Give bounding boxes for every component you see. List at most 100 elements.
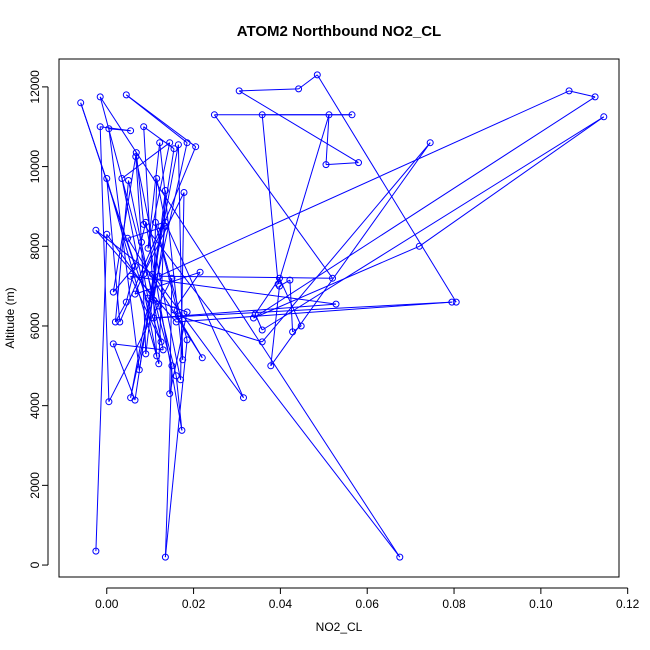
x-tick-label: 0.10	[529, 597, 553, 611]
data-point	[210, 111, 218, 119]
y-tick-label: 12000	[28, 70, 42, 104]
data-point	[452, 298, 460, 306]
series-line-segment	[135, 156, 182, 380]
data-point	[127, 272, 135, 280]
y-tick-label: 10000	[28, 150, 42, 184]
data-point	[235, 87, 243, 95]
data-point	[144, 244, 152, 252]
data-point	[251, 310, 259, 318]
data-point	[355, 159, 362, 167]
data-point	[131, 290, 139, 298]
series-line-segment	[112, 265, 136, 293]
data-point	[118, 175, 126, 182]
series-line-segment	[175, 375, 183, 431]
series-line-segment	[164, 339, 188, 558]
data-point	[168, 362, 176, 370]
data-point	[170, 145, 178, 153]
series-line-segment	[130, 275, 162, 343]
data-point	[161, 187, 169, 194]
x-axis-label: NO2_CL	[316, 620, 363, 634]
x-tick-label: 0.08	[442, 597, 466, 611]
series-line-segment	[95, 229, 177, 323]
data-point	[170, 306, 178, 314]
y-tick-label: 8000	[28, 233, 42, 260]
series-line-segment	[261, 116, 605, 331]
data-point	[103, 175, 111, 182]
data-point	[192, 143, 200, 151]
x-tick-label: 0.12	[616, 597, 640, 611]
data-point	[183, 308, 191, 316]
series-line-segment	[419, 116, 605, 247]
series-line-segment	[95, 229, 153, 275]
data-point	[153, 352, 161, 360]
data-point	[138, 238, 145, 246]
data-point	[426, 139, 434, 147]
data-point	[258, 338, 266, 346]
data-point	[166, 139, 174, 147]
data-point	[92, 226, 100, 234]
data-point	[77, 99, 85, 107]
series-line-segment	[178, 315, 263, 343]
data-point	[297, 322, 305, 330]
data-point	[161, 553, 169, 561]
data-point	[415, 242, 423, 250]
series-line-segment	[147, 142, 161, 249]
x-tick-label: 0.02	[182, 597, 206, 611]
data-point	[286, 276, 294, 284]
data-point	[122, 91, 130, 99]
data-point	[105, 125, 113, 133]
data-point	[148, 270, 156, 278]
data-point	[565, 87, 573, 95]
data-point	[156, 139, 164, 147]
data-point	[124, 234, 132, 242]
series-line-segment	[158, 90, 570, 277]
series-line-segment	[325, 114, 330, 165]
series-line-segment	[121, 178, 158, 356]
series-line-segment	[99, 96, 401, 558]
series-line-segment	[145, 190, 166, 354]
series-layer	[77, 71, 608, 561]
series-line-segment	[292, 325, 302, 333]
series-line-segment	[153, 301, 452, 319]
data-point	[96, 123, 104, 131]
data-point	[600, 113, 608, 121]
data-point	[276, 282, 283, 290]
data-point	[109, 340, 117, 348]
series-line-segment	[176, 301, 452, 323]
series-line-segment	[135, 152, 145, 225]
data-point	[332, 300, 340, 308]
series-line-segment	[316, 74, 457, 303]
series-line-segment	[253, 96, 596, 319]
data-point	[258, 111, 266, 119]
data-point	[96, 93, 104, 101]
data-point	[313, 71, 321, 79]
data-point	[396, 553, 404, 561]
data-point	[127, 394, 135, 402]
series-line-segment	[238, 90, 359, 164]
data-point	[105, 398, 113, 406]
data-point	[322, 161, 330, 169]
data-point	[111, 318, 119, 326]
series-line-segment	[121, 142, 170, 179]
data-point	[198, 354, 206, 362]
data-point	[122, 298, 130, 306]
data-point	[183, 139, 191, 147]
series-line-segment	[112, 152, 137, 293]
data-point	[174, 312, 182, 320]
y-tick-label: 2000	[28, 472, 42, 499]
data-point	[172, 372, 180, 380]
data-point	[196, 268, 204, 276]
series-line-segment	[568, 90, 596, 98]
series-line-segment	[277, 114, 330, 285]
data-point	[250, 314, 257, 322]
data-point	[151, 218, 159, 226]
series-line-segment	[298, 74, 318, 90]
data-point	[183, 336, 191, 344]
data-point	[180, 189, 188, 196]
data-point	[295, 85, 303, 93]
series-line-segment	[164, 365, 173, 558]
data-point	[109, 288, 117, 296]
data-point	[150, 296, 158, 304]
data-point	[166, 390, 174, 398]
data-point	[172, 318, 180, 326]
